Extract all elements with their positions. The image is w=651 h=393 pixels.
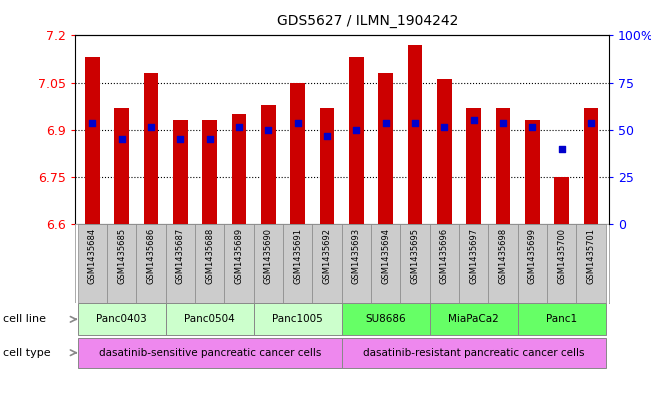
Point — [557, 145, 567, 152]
Point — [175, 136, 186, 142]
Text: GSM1435685: GSM1435685 — [117, 228, 126, 284]
Text: Panc0504: Panc0504 — [184, 314, 235, 324]
Bar — [371, 224, 400, 303]
Bar — [496, 108, 510, 224]
Bar — [261, 105, 276, 224]
Bar — [518, 224, 547, 303]
Bar — [312, 224, 342, 303]
Bar — [430, 224, 459, 303]
Bar — [78, 303, 166, 335]
Text: GSM1435688: GSM1435688 — [205, 228, 214, 284]
Bar — [166, 303, 254, 335]
Point — [498, 120, 508, 127]
Text: GSM1435689: GSM1435689 — [234, 228, 243, 284]
Bar — [283, 224, 312, 303]
Point — [292, 120, 303, 127]
Text: GSM1435693: GSM1435693 — [352, 228, 361, 284]
Bar — [225, 224, 254, 303]
Point — [439, 123, 450, 130]
Bar — [202, 120, 217, 224]
Text: GSM1435695: GSM1435695 — [411, 228, 420, 284]
Point — [146, 123, 156, 130]
Bar — [290, 83, 305, 224]
Bar — [378, 73, 393, 224]
Point — [204, 136, 215, 142]
Text: Panc1: Panc1 — [546, 314, 577, 324]
Point — [527, 123, 538, 130]
Bar — [466, 108, 481, 224]
Text: GSM1435686: GSM1435686 — [146, 228, 156, 284]
Text: Panc1005: Panc1005 — [272, 314, 323, 324]
Bar — [437, 79, 452, 224]
Bar — [342, 303, 430, 335]
Point — [352, 127, 362, 133]
Bar — [488, 224, 518, 303]
Text: cell type: cell type — [3, 348, 51, 358]
Bar — [547, 224, 576, 303]
Bar — [232, 114, 247, 224]
Bar — [320, 108, 335, 224]
Bar — [195, 224, 225, 303]
Bar — [555, 177, 569, 224]
Text: dasatinib-resistant pancreatic cancer cells: dasatinib-resistant pancreatic cancer ce… — [363, 348, 585, 358]
Text: GSM1435694: GSM1435694 — [381, 228, 390, 284]
Text: GDS5627 / ILMN_1904242: GDS5627 / ILMN_1904242 — [277, 13, 458, 28]
Bar — [115, 108, 129, 224]
Bar — [342, 224, 371, 303]
Point — [234, 123, 244, 130]
Text: GSM1435698: GSM1435698 — [499, 228, 508, 284]
Point — [87, 120, 98, 127]
Text: GSM1435687: GSM1435687 — [176, 228, 185, 284]
Bar — [400, 224, 430, 303]
Point — [263, 127, 273, 133]
Bar — [576, 224, 605, 303]
Point — [410, 120, 421, 127]
Point — [469, 117, 479, 123]
Point — [117, 136, 127, 142]
Bar — [144, 73, 158, 224]
Bar — [137, 224, 166, 303]
Bar — [408, 45, 422, 224]
Bar — [107, 224, 137, 303]
Bar — [342, 338, 605, 368]
Text: SU8686: SU8686 — [365, 314, 406, 324]
Text: GSM1435691: GSM1435691 — [294, 228, 302, 284]
Text: GSM1435692: GSM1435692 — [323, 228, 331, 284]
Bar — [518, 303, 605, 335]
Bar — [166, 224, 195, 303]
Bar — [78, 224, 107, 303]
Bar — [525, 120, 540, 224]
Bar — [254, 224, 283, 303]
Text: GSM1435700: GSM1435700 — [557, 228, 566, 284]
Point — [322, 133, 332, 139]
Bar — [254, 303, 342, 335]
Text: GSM1435699: GSM1435699 — [528, 228, 537, 284]
Bar — [349, 57, 364, 224]
Text: GSM1435690: GSM1435690 — [264, 228, 273, 284]
Text: GSM1435697: GSM1435697 — [469, 228, 478, 284]
Point — [586, 120, 596, 127]
Text: MiaPaCa2: MiaPaCa2 — [449, 314, 499, 324]
Text: cell line: cell line — [3, 314, 46, 324]
Bar — [173, 120, 187, 224]
Text: GSM1435701: GSM1435701 — [587, 228, 596, 284]
Bar — [430, 303, 518, 335]
Text: dasatinib-sensitive pancreatic cancer cells: dasatinib-sensitive pancreatic cancer ce… — [98, 348, 321, 358]
Bar — [584, 108, 598, 224]
Text: GSM1435684: GSM1435684 — [88, 228, 97, 284]
Bar — [78, 338, 342, 368]
Bar — [459, 224, 488, 303]
Point — [381, 120, 391, 127]
Text: GSM1435696: GSM1435696 — [440, 228, 449, 284]
Text: Panc0403: Panc0403 — [96, 314, 147, 324]
Bar — [85, 57, 100, 224]
